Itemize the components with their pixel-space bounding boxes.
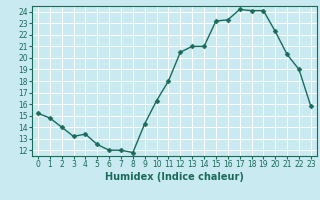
X-axis label: Humidex (Indice chaleur): Humidex (Indice chaleur) [105,172,244,182]
